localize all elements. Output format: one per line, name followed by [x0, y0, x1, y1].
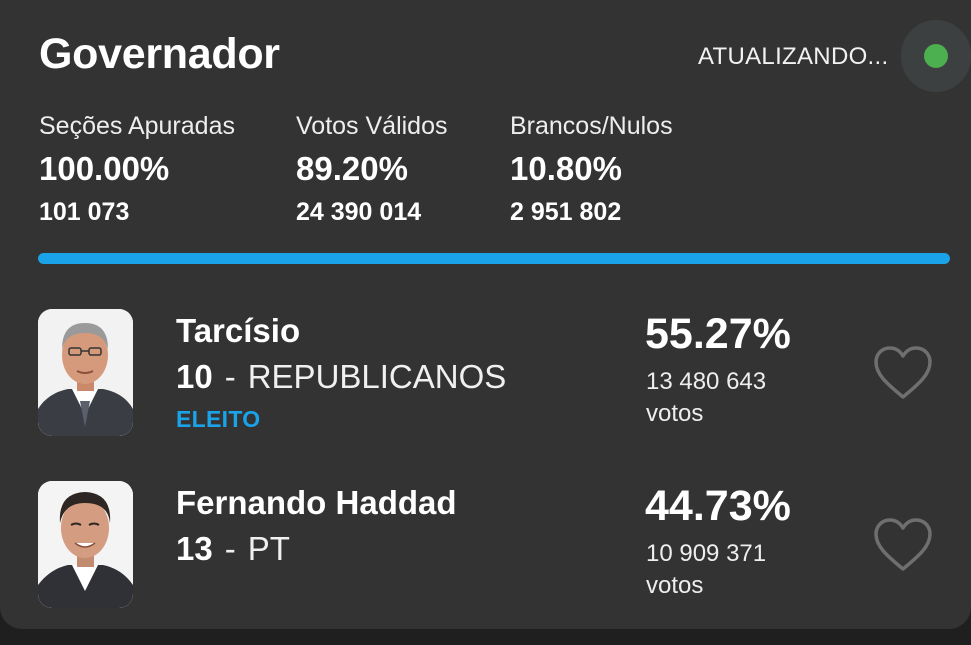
heart-outline-icon	[874, 518, 932, 571]
candidate-votes: 10 909 371	[646, 540, 767, 567]
votes-label: votos	[646, 400, 704, 427]
stat-valid-votes: Votos Válidos 89.20% 24 390 014	[296, 111, 448, 227]
page-title: Governador	[39, 30, 280, 78]
candidate-party: REPUBLICANOS	[247, 358, 507, 395]
elected-badge: ELEITO	[176, 406, 261, 432]
stat-blank-null: Brancos/Nulos 10.80% 2 951 802	[510, 111, 673, 227]
stat-percent: 10.80%	[510, 150, 622, 187]
progress-bar	[38, 253, 950, 264]
progress-bar-fill	[38, 253, 950, 264]
stat-percent: 100.00%	[39, 150, 170, 187]
candidate-percent: 55.27%	[645, 310, 791, 358]
candidate-number: 13	[176, 530, 213, 567]
update-status-text: ATUALIZANDO...	[698, 43, 889, 70]
candidate-votes: 13 480 643	[646, 368, 767, 395]
candidate-photo	[38, 309, 133, 436]
favorite-button[interactable]	[872, 517, 934, 573]
party-separator: -	[224, 530, 236, 567]
candidate-name: Tarcísio	[176, 312, 301, 349]
heart-outline-icon	[874, 346, 932, 399]
votes-label: votos	[646, 572, 704, 599]
stat-count: 2 951 802	[510, 198, 622, 226]
favorite-button[interactable]	[872, 345, 934, 401]
governor-results-card: Governador ATUALIZANDO... Seções Apurada…	[0, 0, 971, 629]
stat-label: Brancos/Nulos	[510, 112, 673, 140]
candidate-party: PT	[247, 530, 290, 567]
candidate-row: Tarcísio 10- REPUBLICANOS ELEITO 55.27% 1…	[0, 309, 971, 459]
stat-label: Seções Apuradas	[39, 112, 235, 140]
candidate-percent: 44.73%	[645, 482, 791, 530]
candidate-name: Fernando Haddad	[176, 484, 457, 521]
candidate-party-line: 13- PT	[176, 529, 290, 569]
candidate-photo	[38, 481, 133, 608]
candidate-party-line: 10- REPUBLICANOS	[176, 357, 506, 397]
party-separator: -	[224, 358, 236, 395]
live-dot-icon	[924, 44, 948, 68]
stat-sections-counted: Seções Apuradas 100.00% 101 073	[39, 111, 235, 227]
candidate-row: Fernando Haddad 13- PT 44.73% 10 909 371 …	[0, 481, 971, 629]
stat-count: 101 073	[39, 198, 130, 226]
stat-percent: 89.20%	[296, 150, 408, 187]
stat-label: Votos Válidos	[296, 112, 448, 140]
live-indicator	[901, 20, 971, 92]
stat-count: 24 390 014	[296, 198, 422, 226]
candidate-number: 10	[176, 358, 213, 395]
